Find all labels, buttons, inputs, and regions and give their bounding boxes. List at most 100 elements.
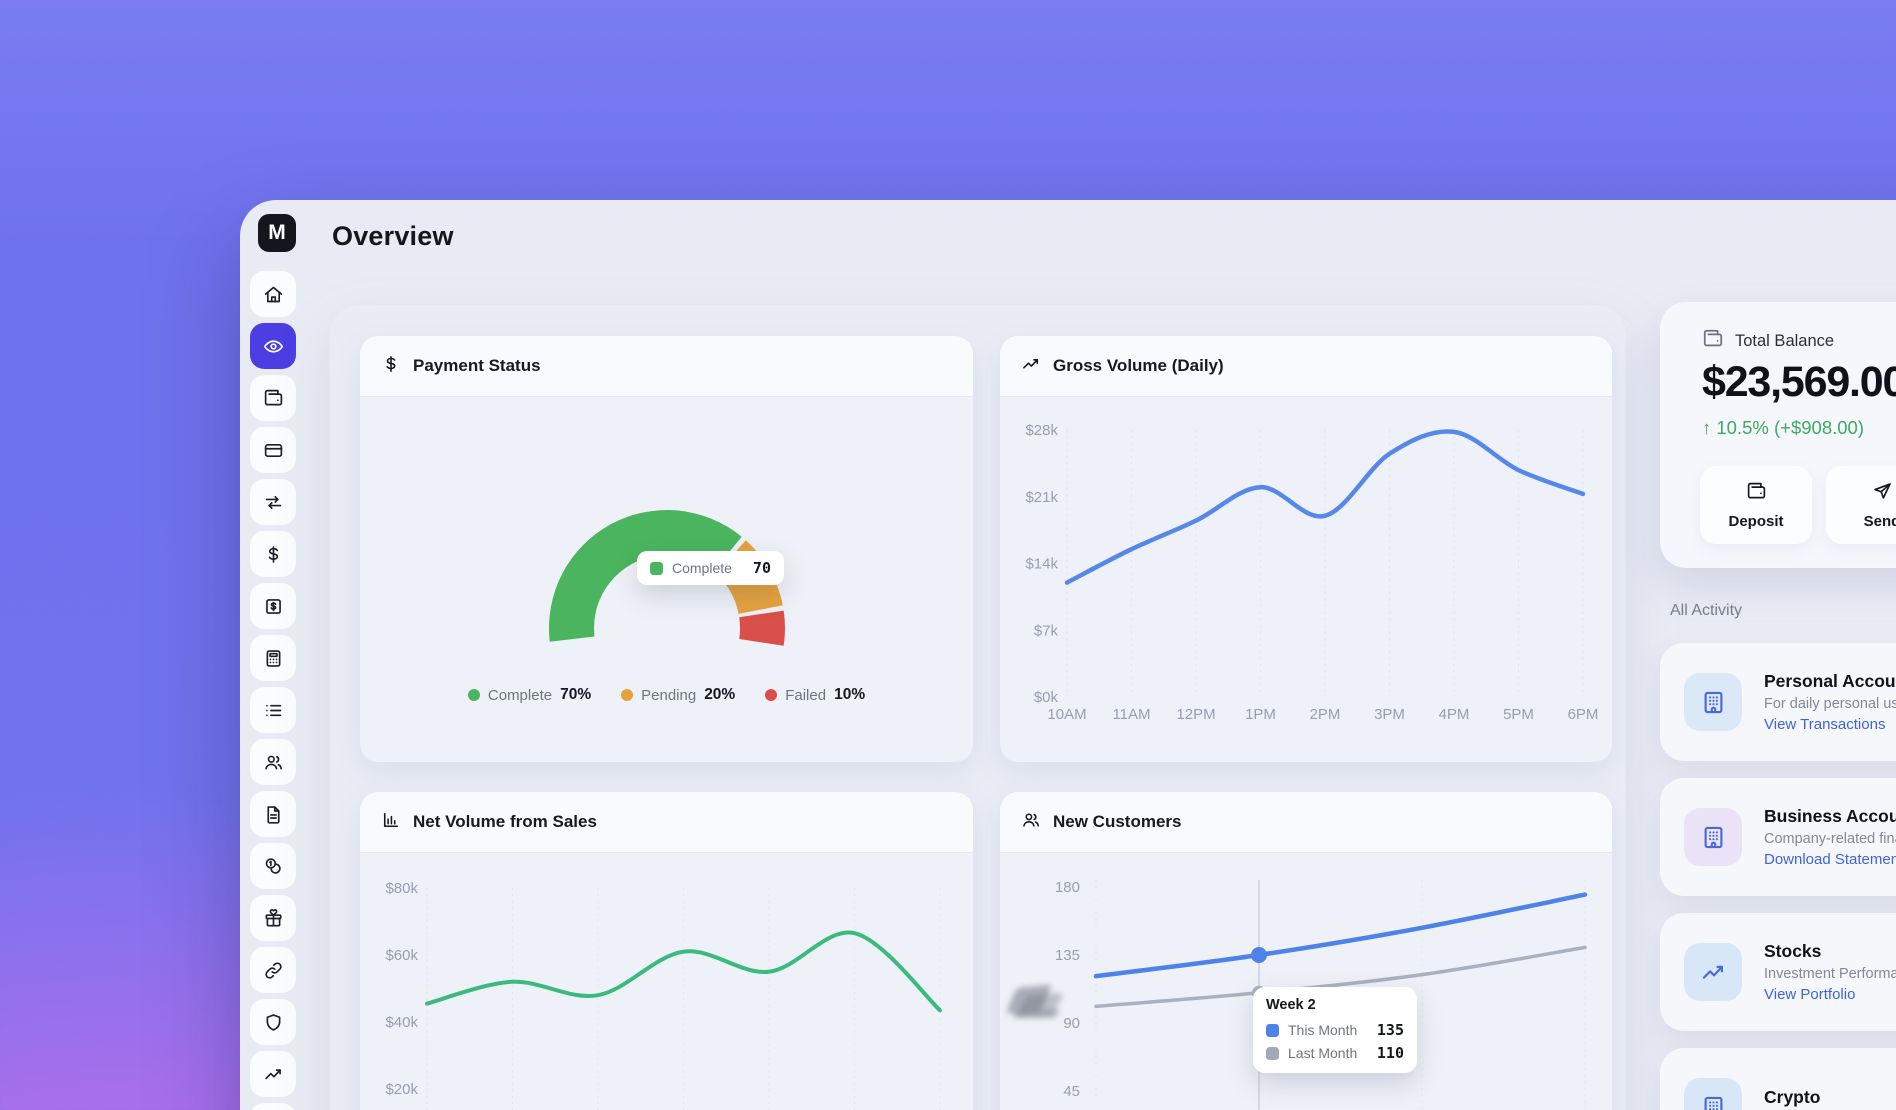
transfer-arrows-icon xyxy=(263,492,284,513)
page-title: Overview xyxy=(332,221,454,251)
activity-title: Crypto xyxy=(1764,1086,1821,1107)
building-icon xyxy=(1684,1078,1742,1110)
failed-dot xyxy=(765,689,778,701)
send-label: Send xyxy=(1863,512,1896,530)
sidebar-nav xyxy=(250,271,296,1110)
activity-item-business-account[interactable]: Business Account Company-related finances… xyxy=(1660,778,1896,896)
payment-status-legend: Complete 70% Pending 20% Failed 10% xyxy=(360,686,973,704)
gross-volume-chart[interactable]: 10AM 11AM 12PM 1PM 2PM 3PM 4PM 5PM 6PM $28k $21k $1… xyxy=(1000,397,1612,762)
bar-chart-icon xyxy=(381,810,401,835)
svg-text:5PM: 5PM xyxy=(1503,706,1534,723)
sidebar-item-transactions[interactable] xyxy=(250,687,296,733)
svg-text:10AM: 10AM xyxy=(1047,706,1086,723)
total-balance-card: Total Balance $23,569.00 ↑ 10.5% (+$908.… xyxy=(1660,302,1896,568)
link-icon xyxy=(263,960,284,981)
legend-item-pending: Pending 20% xyxy=(621,686,735,704)
calculator-icon xyxy=(263,648,284,669)
activity-item-stocks[interactable]: Stocks Investment Performance View Portfol… xyxy=(1660,913,1896,1031)
svg-text:$28k: $28k xyxy=(1025,422,1058,439)
new-customers-header: New Customers xyxy=(1000,792,1612,853)
file-text-icon xyxy=(263,804,284,825)
send-button[interactable]: Send xyxy=(1826,466,1896,544)
app-logo[interactable]: M xyxy=(258,214,296,252)
list-icon xyxy=(263,700,284,721)
wallet-icon xyxy=(263,388,284,409)
svg-text:$21k: $21k xyxy=(1025,489,1058,506)
activity-subtitle: For daily personal use xyxy=(1764,696,1896,712)
sidebar-item-documents[interactable] xyxy=(250,791,296,837)
users-icon xyxy=(1021,810,1041,835)
svg-text:$80k: $80k xyxy=(385,880,418,897)
trending-up-icon xyxy=(263,1064,284,1085)
wallet-icon xyxy=(1702,328,1724,355)
activity-link[interactable]: View Transactions xyxy=(1764,716,1886,733)
sidebar-item-invoices[interactable] xyxy=(250,583,296,629)
sidebar-item-payments[interactable] xyxy=(250,531,296,577)
gauge-tooltip-label: Complete xyxy=(672,560,732,576)
deposit-label: Deposit xyxy=(1728,512,1784,530)
svg-text:11AM: 11AM xyxy=(1112,706,1150,723)
gift-icon xyxy=(263,908,284,929)
sidebar-item-cards[interactable] xyxy=(250,427,296,473)
activity-link[interactable]: View Portfolio xyxy=(1764,986,1856,1003)
deposit-button[interactable]: Deposit xyxy=(1700,466,1812,544)
activity-title: Stocks xyxy=(1764,941,1822,961)
credit-card-icon xyxy=(263,440,284,461)
gross-volume-card: Gross Volume (Daily) 10AM 11AM 12PM 1PM 2PM 3… xyxy=(1000,336,1612,762)
svg-text:$0k: $0k xyxy=(1034,689,1059,706)
sidebar-item-transfers[interactable] xyxy=(250,479,296,525)
wallet-icon xyxy=(1746,481,1767,506)
sidebar-item-devices[interactable] xyxy=(250,1103,296,1110)
total-balance-head: Total Balance xyxy=(1702,328,1834,355)
activity-item-personal-account[interactable]: Personal Account For daily personal use Vi… xyxy=(1660,643,1896,761)
total-balance-change: ↑ 10.5% (+$908.00) xyxy=(1702,417,1864,438)
building-icon xyxy=(1684,808,1742,866)
activity-link[interactable]: Download Statement xyxy=(1764,851,1896,868)
sidebar-item-overview[interactable] xyxy=(250,323,296,369)
receipt-dollar-icon xyxy=(263,596,284,617)
tooltip-row-this-month: This Month 135 xyxy=(1266,1021,1404,1039)
this-month-swatch xyxy=(1266,1023,1279,1037)
new-customers-title: New Customers xyxy=(1053,812,1182,831)
tooltip-week-title: Week 2 xyxy=(1266,997,1316,1013)
trending-up-icon xyxy=(1021,354,1041,379)
shield-icon xyxy=(263,1012,284,1033)
activity-text: Stocks Investment Performance View Portfol… xyxy=(1764,941,1896,1003)
sidebar-item-accounting[interactable] xyxy=(250,635,296,681)
gross-volume-title: Gross Volume (Daily) xyxy=(1053,356,1224,375)
app-window: M Overview Payment Status Complete 70 Co… xyxy=(240,200,1896,1110)
svg-text:$7k: $7k xyxy=(1034,622,1059,639)
new-customers-tooltip: Week 2 This Month 135 Last Month 110 xyxy=(1253,987,1417,1073)
activity-item-crypto[interactable]: CryptoWallet & Exchange xyxy=(1660,1048,1896,1110)
svg-text:$20k: $20k xyxy=(385,1081,418,1098)
svg-text:4PM: 4PM xyxy=(1439,706,1470,723)
legend-item-failed: Failed 10% xyxy=(765,686,865,704)
payment-status-header: Payment Status xyxy=(360,336,973,397)
last-month-swatch xyxy=(1266,1046,1279,1060)
activity-subtitle: Company-related finances xyxy=(1764,831,1896,847)
activity-title: Business Account xyxy=(1764,806,1896,826)
net-volume-title: Net Volume from Sales xyxy=(413,812,597,831)
new-customers-card: New Customers 180 135 90 45 Week 2 This Mon… xyxy=(1000,792,1612,1110)
net-volume-chart[interactable]: $80k $60k $40k $20k xyxy=(360,853,973,1110)
sidebar-item-analytics[interactable] xyxy=(250,1051,296,1097)
activity-text: Business Account Company-related finances… xyxy=(1764,806,1896,868)
sidebar-item-security[interactable] xyxy=(250,999,296,1045)
payment-status-card: Payment Status Complete 70 Complete 70% … xyxy=(360,336,973,762)
sidebar-item-coins[interactable] xyxy=(250,843,296,889)
svg-text:12PM: 12PM xyxy=(1176,706,1215,723)
svg-text:3PM: 3PM xyxy=(1374,706,1405,723)
sidebar-item-home[interactable] xyxy=(250,271,296,317)
users-icon xyxy=(263,752,284,773)
gauge-tooltip: Complete 70 xyxy=(637,551,784,585)
legend-item-complete: Complete 70% xyxy=(467,686,591,704)
sidebar-item-customers[interactable] xyxy=(250,739,296,785)
sidebar-item-wallet[interactable] xyxy=(250,375,296,421)
sidebar-item-links[interactable] xyxy=(250,947,296,993)
payment-status-title: Payment Status xyxy=(413,356,541,375)
svg-text:$60k: $60k xyxy=(385,947,418,964)
svg-text:1PM: 1PM xyxy=(1245,706,1276,723)
svg-text:180: 180 xyxy=(1055,879,1080,896)
sidebar-item-rewards[interactable] xyxy=(250,895,296,941)
